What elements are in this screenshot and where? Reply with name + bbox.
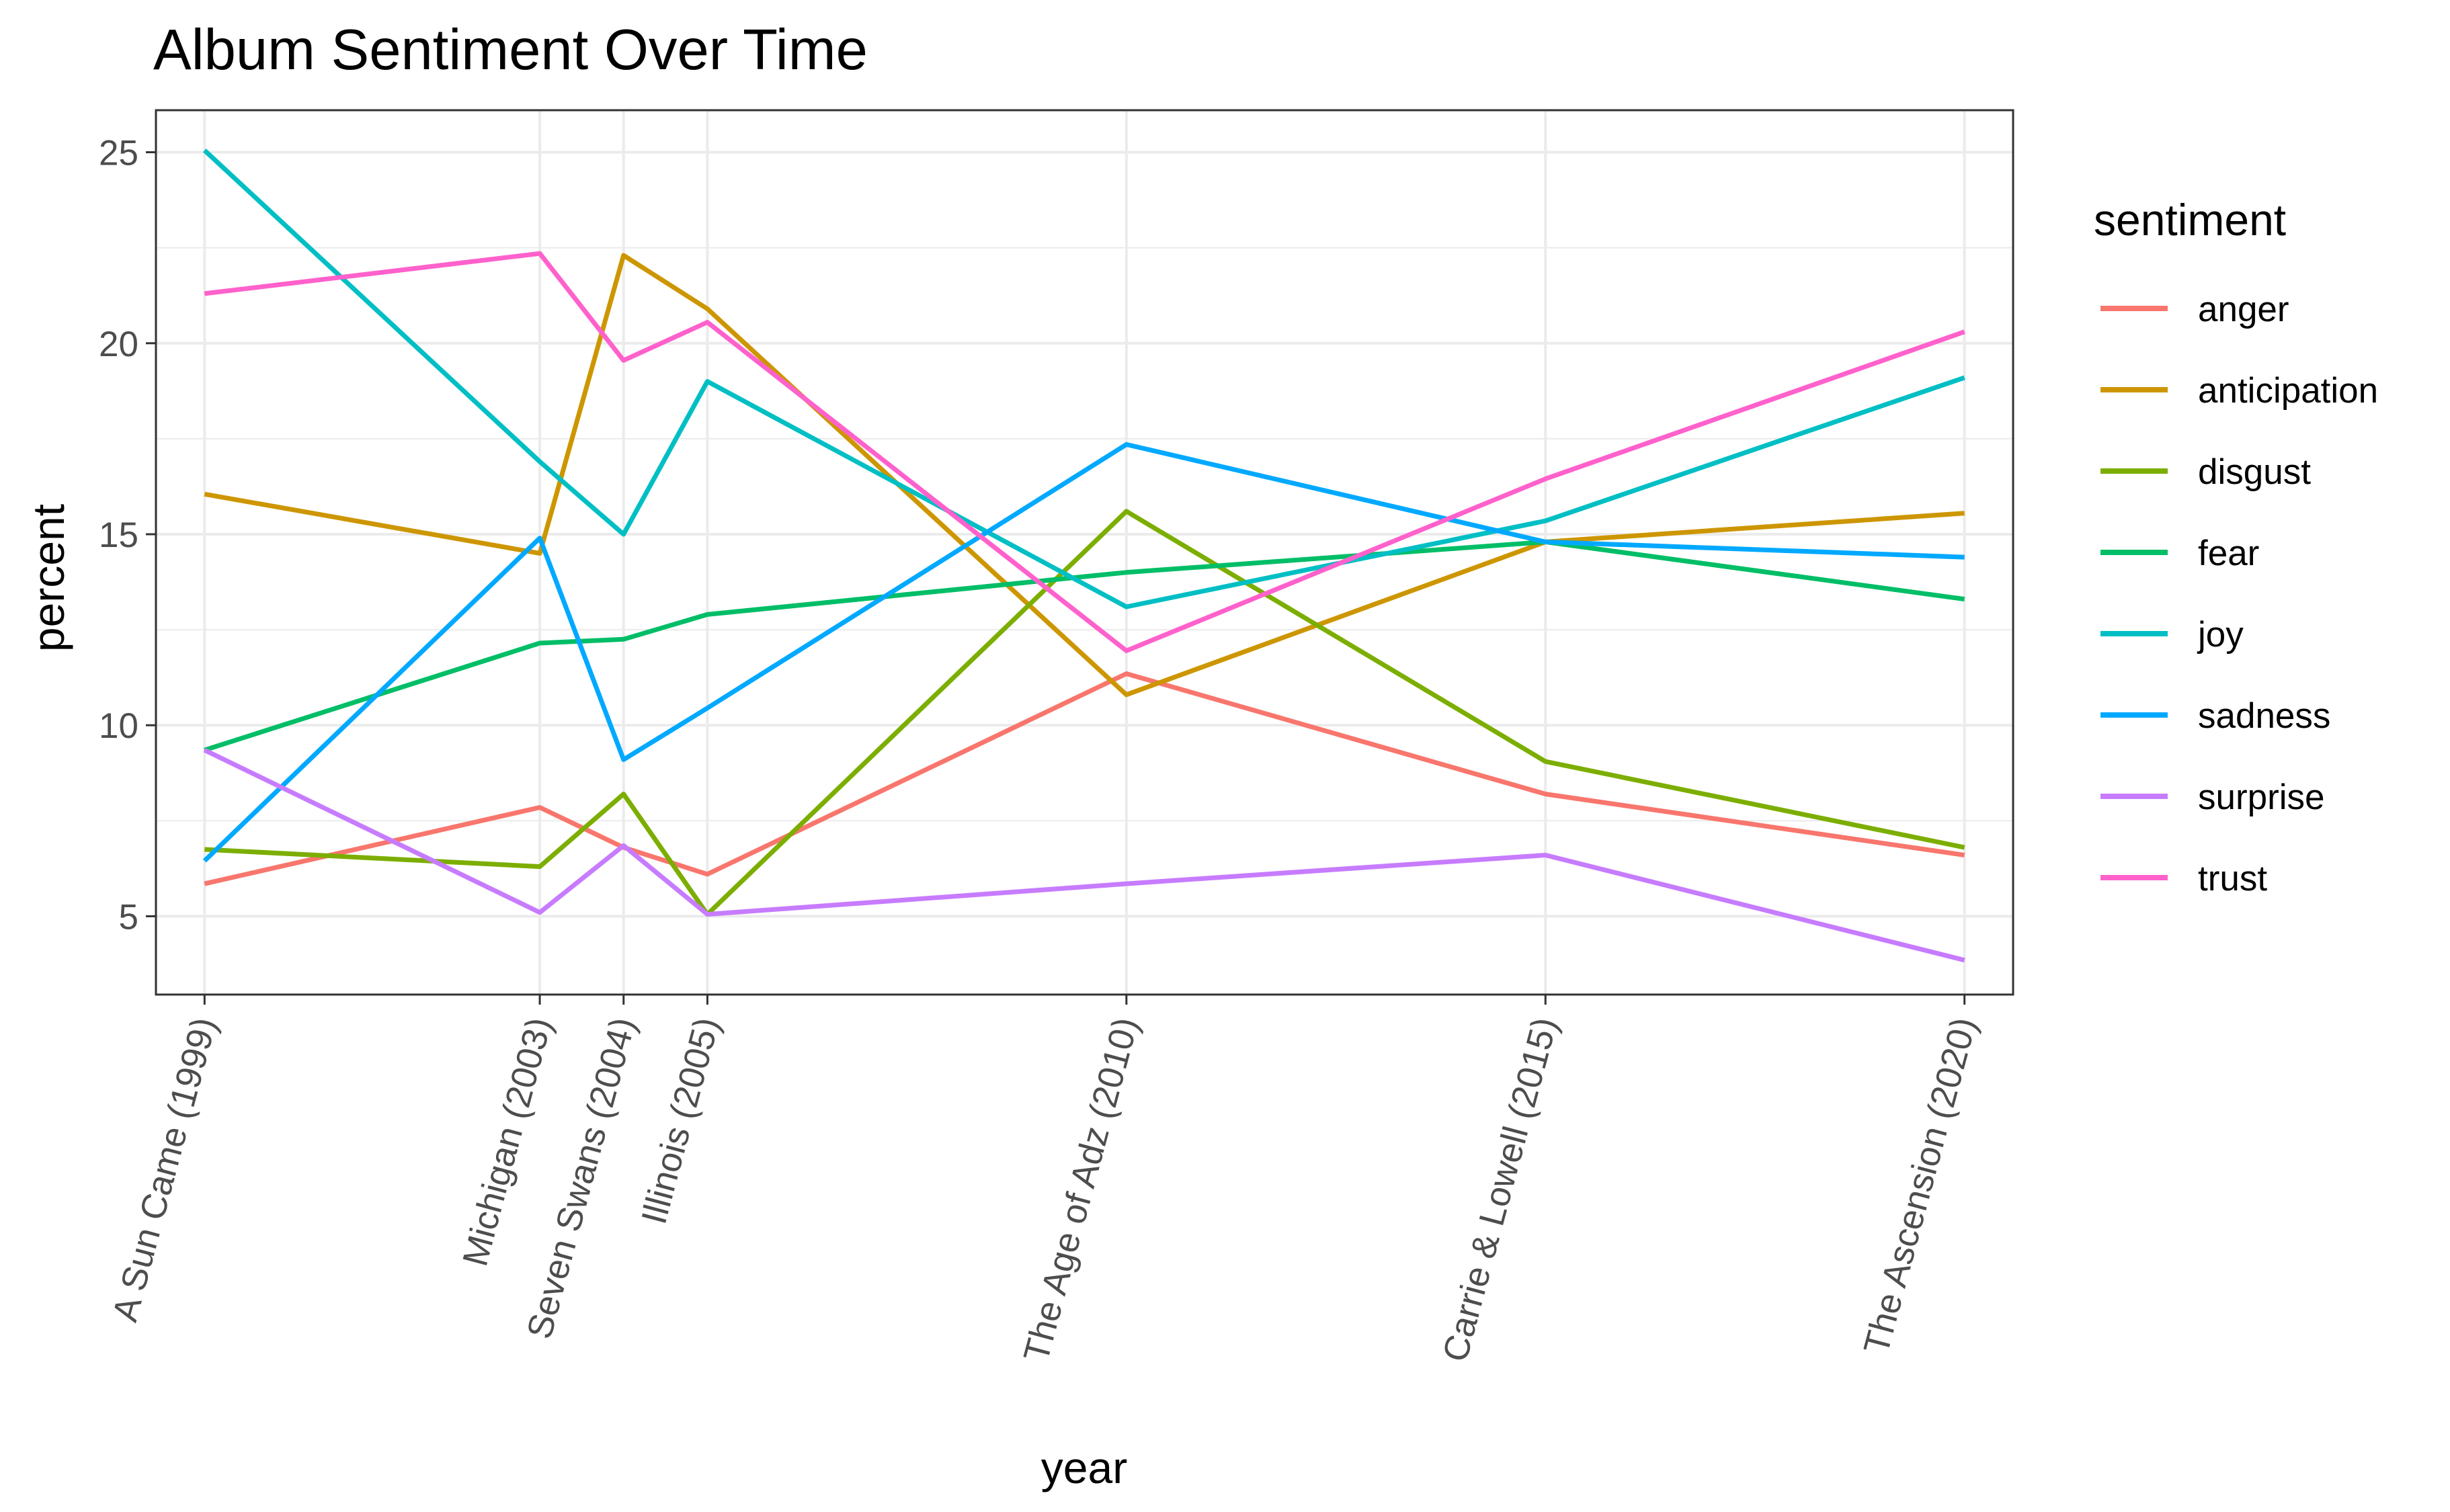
x-axis-title: year: [1041, 1443, 1127, 1493]
y-tick-label: 20: [99, 325, 138, 364]
panel-border: [155, 109, 2014, 996]
legend: sentiment anger anticipation disgust fear jo…: [2094, 195, 2378, 898]
series-line-surprise: [203, 748, 1965, 963]
x-tick-label: The Age of Adz (2010): [1016, 1013, 1146, 1366]
y-tick-label: 5: [119, 897, 138, 937]
legend-label-sadness: sadness: [2198, 696, 2330, 736]
legend-label-anticipation: anticipation: [2198, 371, 2378, 411]
legend-label-fear: fear: [2198, 534, 2259, 573]
series-lines: [202, 149, 1965, 963]
series-line-trust: [204, 251, 1965, 653]
x-tick-label: Michigan (2003): [455, 1013, 559, 1270]
y-tick-label: 10: [99, 706, 138, 746]
series-line-sadness: [202, 442, 1965, 863]
legend-label-joy: joy: [2197, 615, 2244, 655]
legend-label-trust: trust: [2198, 859, 2267, 898]
legend-label-surprise: surprise: [2198, 778, 2325, 817]
legend-label-disgust: disgust: [2198, 452, 2311, 492]
legend-label-anger: anger: [2198, 290, 2289, 329]
plot-frame: [155, 109, 2014, 996]
y-tick-label: 15: [99, 515, 138, 555]
x-tick-label: A Sun Came (1999): [105, 1013, 224, 1326]
series-line-joy: [202, 149, 1965, 610]
chart-title: Album Sentiment Over Time: [153, 18, 868, 82]
y-axis-title: percent: [24, 504, 73, 652]
y-tick-label: 25: [99, 134, 138, 173]
x-tick-label: The Ascension (2020): [1856, 1013, 1984, 1358]
x-tick-label: Carrie & Lowell (2015): [1435, 1013, 1565, 1366]
x-tick-label: Illinois (2005): [634, 1013, 727, 1228]
legend-title: sentiment: [2094, 195, 2286, 245]
series-line-anger: [204, 671, 1965, 886]
